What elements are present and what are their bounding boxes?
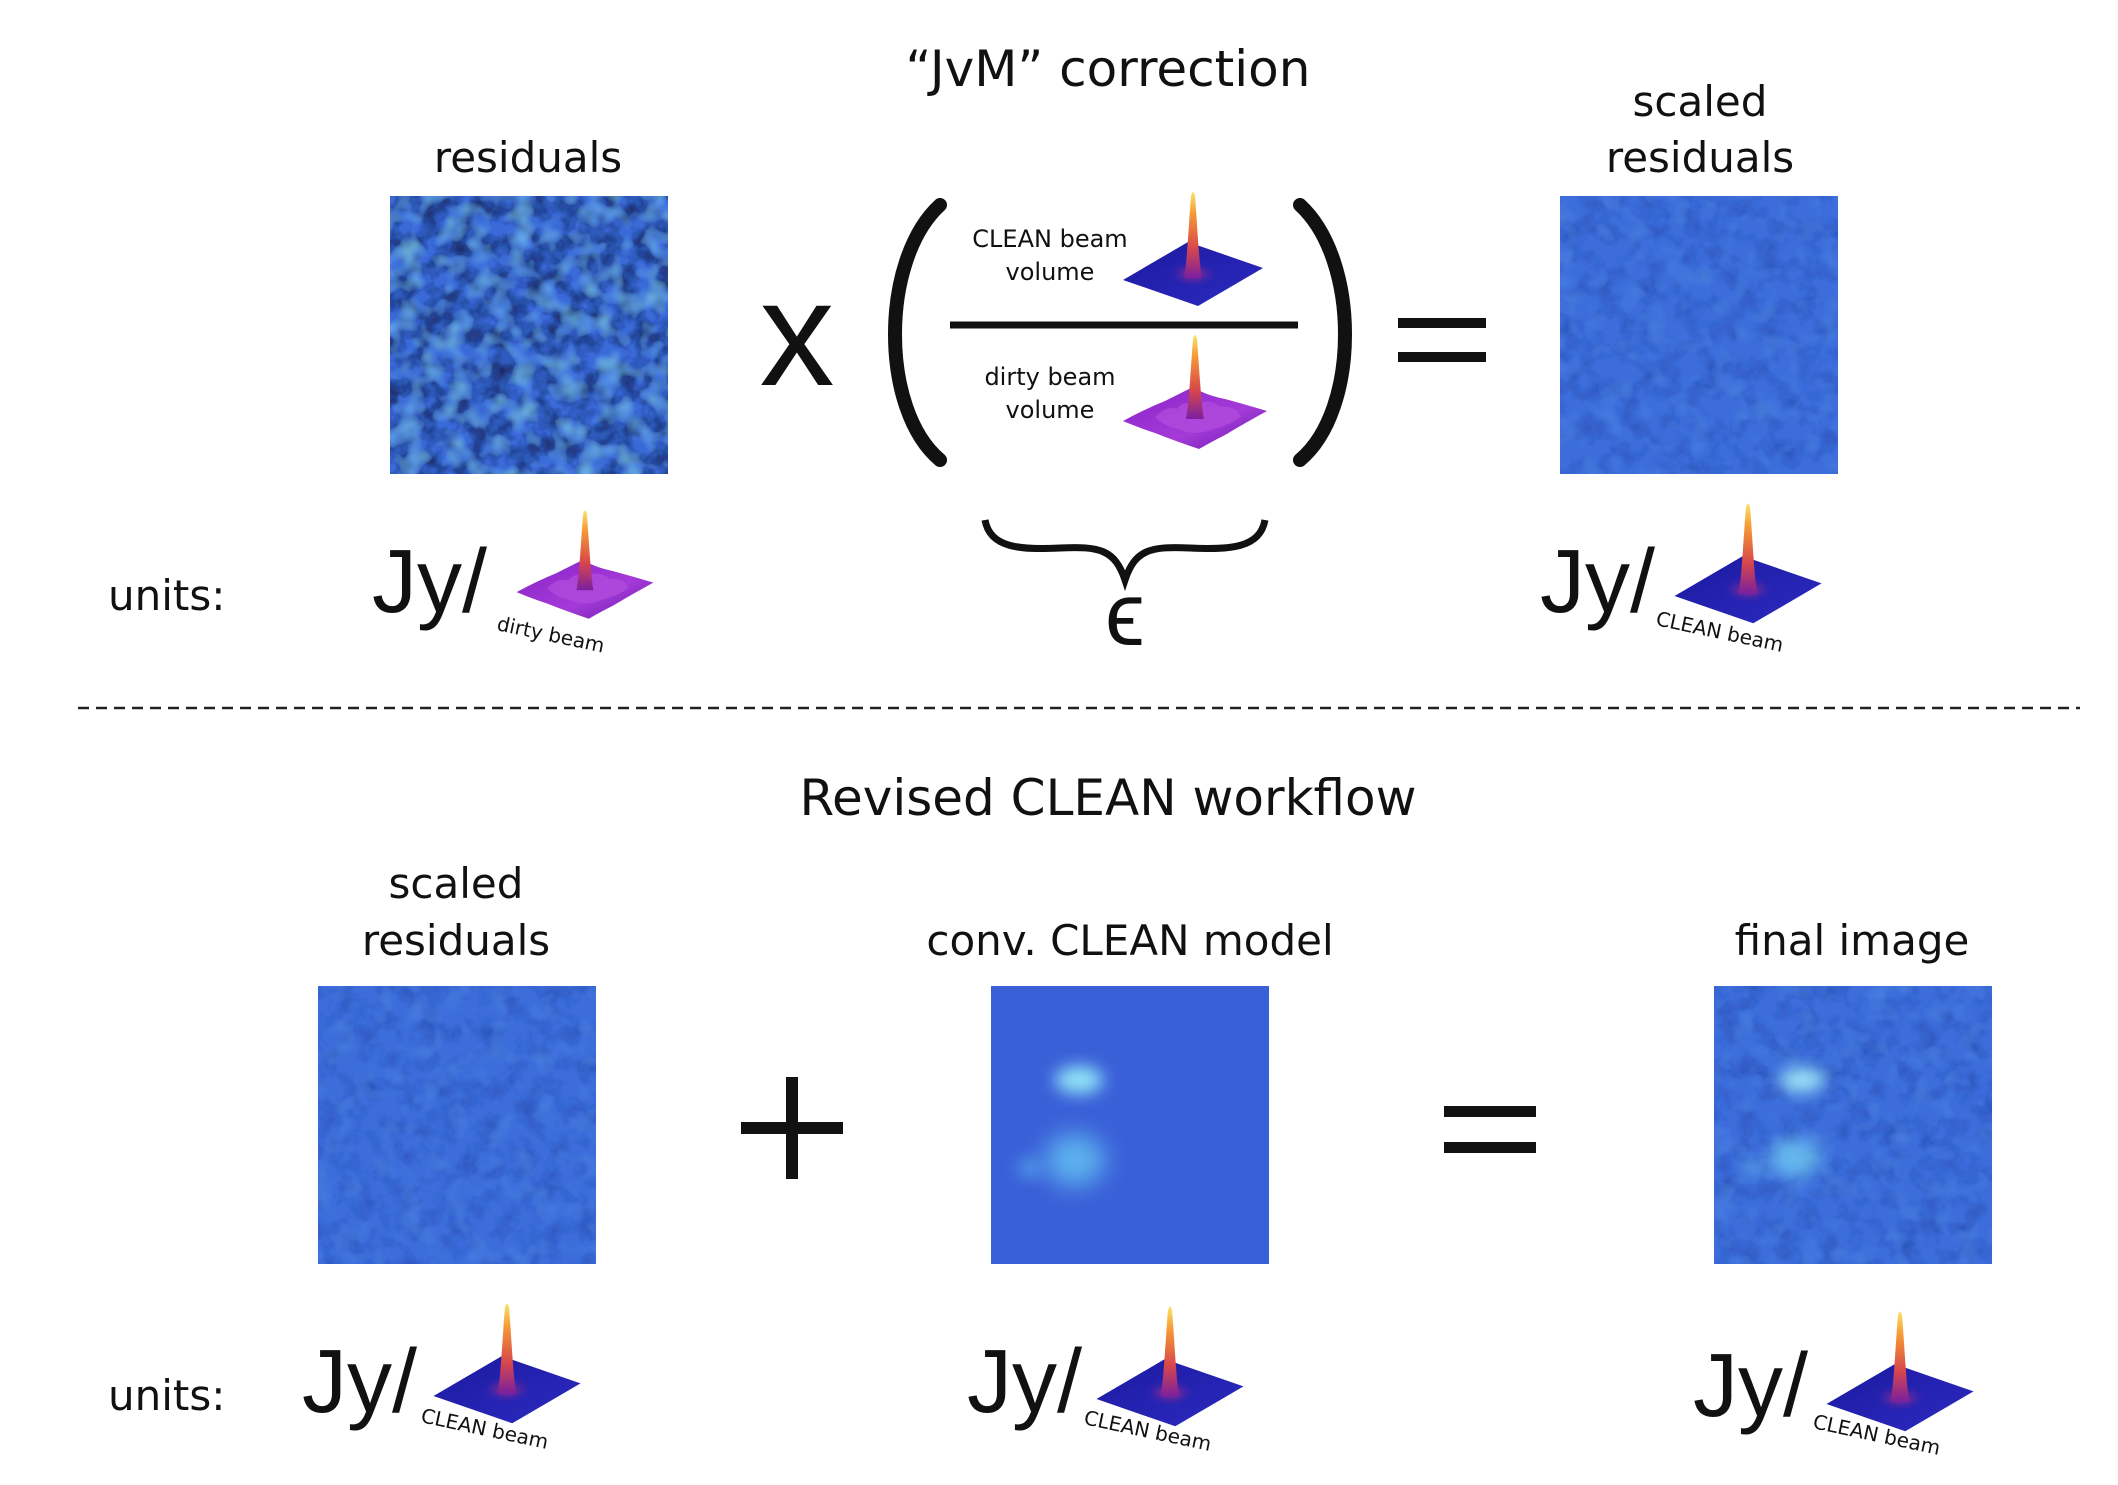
residuals-label: residuals <box>434 133 622 182</box>
bottom-heading: Revised CLEAN workflow <box>799 769 1416 827</box>
epsilon-brace <box>981 519 1269 592</box>
clean-beam-unit-icon-3 <box>1826 1311 1974 1432</box>
left-paren <box>888 198 947 467</box>
bottom-scaled-label-2: residuals <box>362 916 550 965</box>
residuals-map <box>390 196 668 474</box>
bottom-equals-symbol <box>1444 1106 1536 1153</box>
top-equals-symbol <box>1398 318 1486 362</box>
dirty-beam-unit-icon <box>516 510 654 619</box>
top-unit-left-prefix: Jy/ <box>372 532 487 632</box>
plus-symbol <box>741 1077 843 1179</box>
scaled-residuals-label-2: residuals <box>1606 133 1794 182</box>
times-symbol: x <box>760 249 835 417</box>
clean-beam-unit-icon-top <box>1674 503 1822 624</box>
model-label: conv. CLEAN model <box>926 916 1333 965</box>
bottom-unit-1-prefix: Jy/ <box>302 1332 417 1432</box>
denominator-line-2: volume <box>1006 396 1095 424</box>
clean-beam-unit-icon-2 <box>1096 1306 1244 1427</box>
dirty-beam-denominator-icon <box>1123 335 1267 449</box>
scaled-residuals-map-bottom <box>318 986 596 1264</box>
clean-model-map <box>991 986 1269 1264</box>
top-units-label: units: <box>108 571 225 620</box>
bottom-units-label: units: <box>108 1371 225 1420</box>
bottom-unit-2-prefix: Jy/ <box>967 1332 1082 1432</box>
final-image-label: final image <box>1735 916 1970 965</box>
clean-beam-unit-icon-1 <box>433 1303 581 1424</box>
top-unit-left-beam: dirty beam <box>495 611 607 657</box>
right-paren <box>1293 198 1352 467</box>
epsilon-symbol: ϵ <box>1105 565 1145 665</box>
denominator-line-1: dirty beam <box>984 363 1115 391</box>
scaled-residuals-map-top <box>1560 196 1838 474</box>
top-heading: “JvM” correction <box>906 40 1311 98</box>
final-image-map <box>1714 986 1992 1264</box>
bottom-scaled-label-1: scaled <box>389 859 524 908</box>
bottom-unit-3-prefix: Jy/ <box>1693 1336 1808 1436</box>
numerator-line-2: volume <box>1006 258 1095 286</box>
top-unit-right-prefix: Jy/ <box>1540 532 1655 632</box>
scaled-residuals-label-1: scaled <box>1633 77 1768 126</box>
numerator-line-1: CLEAN beam <box>972 225 1127 253</box>
clean-beam-numerator-icon <box>1123 192 1263 306</box>
